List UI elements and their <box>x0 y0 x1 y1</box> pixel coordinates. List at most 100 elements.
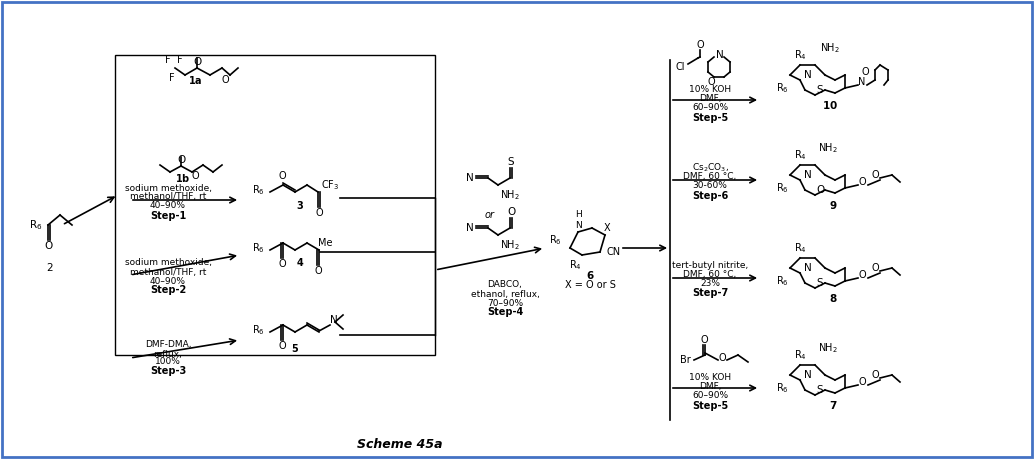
Text: H
N: H N <box>575 210 581 230</box>
Text: O: O <box>315 208 323 218</box>
Text: O: O <box>278 259 285 269</box>
Text: Scheme 45a: Scheme 45a <box>358 438 443 452</box>
Text: 60–90%: 60–90% <box>692 392 728 401</box>
Text: N: N <box>717 50 724 60</box>
Text: tert-butyl nitrite,: tert-butyl nitrite, <box>672 261 749 269</box>
Text: O: O <box>278 171 285 181</box>
Text: R$_6$: R$_6$ <box>776 81 788 95</box>
Text: Cs$_2$CO$_3$,: Cs$_2$CO$_3$, <box>692 162 728 174</box>
Text: $\mathbf{7}$: $\mathbf{7}$ <box>828 399 838 411</box>
Text: $\mathbf{3}$: $\mathbf{3}$ <box>296 199 304 211</box>
Text: N: N <box>804 170 812 180</box>
Text: DABCO,: DABCO, <box>488 280 522 290</box>
Text: R$_4$: R$_4$ <box>569 258 581 272</box>
Text: N: N <box>804 370 812 380</box>
Text: Step-3: Step-3 <box>150 366 186 376</box>
Text: N: N <box>330 315 338 325</box>
Text: Me: Me <box>317 238 332 248</box>
Text: S: S <box>817 278 823 288</box>
Text: R$_6$: R$_6$ <box>251 183 265 197</box>
Text: Step-1: Step-1 <box>150 211 186 221</box>
Text: Step-2: Step-2 <box>150 285 186 295</box>
Text: NH$_2$: NH$_2$ <box>500 238 520 252</box>
Text: O: O <box>177 155 185 165</box>
Text: sodium methoxide,: sodium methoxide, <box>124 184 212 192</box>
Text: reflux,: reflux, <box>154 349 182 358</box>
Text: R$_6$: R$_6$ <box>776 381 788 395</box>
Text: Br: Br <box>679 355 691 365</box>
Text: sodium methoxide,: sodium methoxide, <box>124 258 212 268</box>
Text: O: O <box>278 341 285 351</box>
Text: N: N <box>804 70 812 80</box>
Text: O: O <box>719 353 726 363</box>
Text: O: O <box>221 75 229 85</box>
Text: S: S <box>508 157 514 167</box>
Text: $\mathbf{4}$: $\mathbf{4}$ <box>296 256 304 268</box>
Text: O: O <box>43 241 52 251</box>
Text: O: O <box>816 185 824 195</box>
Text: N: N <box>858 77 865 87</box>
Text: or: or <box>485 210 495 220</box>
Text: O: O <box>858 177 865 187</box>
Text: 30-60%: 30-60% <box>693 181 728 190</box>
Text: S: S <box>817 85 823 95</box>
Text: $\mathbf{5}$: $\mathbf{5}$ <box>291 342 299 354</box>
Text: methanol/THF, rt: methanol/THF, rt <box>130 268 206 276</box>
Text: 100%: 100% <box>155 358 181 366</box>
Text: O: O <box>700 335 708 345</box>
Text: F: F <box>177 55 183 65</box>
Text: O: O <box>872 263 879 273</box>
Text: CN: CN <box>607 247 621 257</box>
Text: O: O <box>707 77 714 87</box>
Text: Step-7: Step-7 <box>692 288 728 298</box>
Text: R$_6$: R$_6$ <box>776 274 788 288</box>
Text: $\mathbf{10}$: $\mathbf{10}$ <box>822 99 838 111</box>
Text: R$_6$: R$_6$ <box>29 218 42 232</box>
Text: R$_4$: R$_4$ <box>793 148 807 162</box>
Text: R$_6$: R$_6$ <box>549 233 561 247</box>
Text: F: F <box>170 73 175 83</box>
Text: O: O <box>858 270 865 280</box>
Text: R$_4$: R$_4$ <box>793 348 807 362</box>
Text: 40–90%: 40–90% <box>150 276 186 285</box>
Text: X: X <box>604 223 610 233</box>
Text: 40–90%: 40–90% <box>150 202 186 211</box>
Text: R$_6$: R$_6$ <box>251 323 265 337</box>
Text: O: O <box>872 370 879 380</box>
Text: Cl: Cl <box>675 62 685 72</box>
Text: NH$_2$: NH$_2$ <box>818 141 838 155</box>
Text: R$_4$: R$_4$ <box>793 241 807 255</box>
Text: ethanol, reflux,: ethanol, reflux, <box>470 290 540 298</box>
Text: $\mathbf{1b}$: $\mathbf{1b}$ <box>176 172 190 184</box>
Text: O: O <box>191 171 199 181</box>
Text: 70–90%: 70–90% <box>487 298 523 308</box>
Text: 23%: 23% <box>700 279 720 287</box>
Text: $\mathbf{6}$: $\mathbf{6}$ <box>585 269 595 281</box>
Text: R$_4$: R$_4$ <box>793 48 807 62</box>
Text: Step-4: Step-4 <box>487 307 523 317</box>
Text: 2: 2 <box>47 263 54 273</box>
Text: R$_6$: R$_6$ <box>251 241 265 255</box>
Bar <box>115 55 435 355</box>
Text: DMF-DMA,: DMF-DMA, <box>145 341 191 349</box>
Text: 60–90%: 60–90% <box>692 103 728 112</box>
Text: Step-6: Step-6 <box>692 191 728 201</box>
Text: NH$_2$: NH$_2$ <box>820 41 840 55</box>
Text: $\mathbf{9}$: $\mathbf{9}$ <box>828 199 838 211</box>
Text: 10% KOH: 10% KOH <box>689 85 731 95</box>
Text: 10% KOH: 10% KOH <box>689 374 731 382</box>
Text: DMF,: DMF, <box>699 95 722 103</box>
Text: X = O or S: X = O or S <box>565 280 615 290</box>
Text: N: N <box>466 173 474 183</box>
Text: DMF, 60 °C,: DMF, 60 °C, <box>683 173 736 181</box>
Text: $\mathbf{1a}$: $\mathbf{1a}$ <box>188 74 203 86</box>
Text: F: F <box>165 55 171 65</box>
Text: CF$_3$: CF$_3$ <box>321 178 339 192</box>
Text: $\mathbf{8}$: $\mathbf{8}$ <box>828 292 838 304</box>
Text: DMF,: DMF, <box>699 382 722 392</box>
Text: R$_6$: R$_6$ <box>776 181 788 195</box>
Text: O: O <box>507 207 515 217</box>
Text: O: O <box>872 170 879 180</box>
Text: NH$_2$: NH$_2$ <box>500 188 520 202</box>
Text: Step-5: Step-5 <box>692 113 728 123</box>
